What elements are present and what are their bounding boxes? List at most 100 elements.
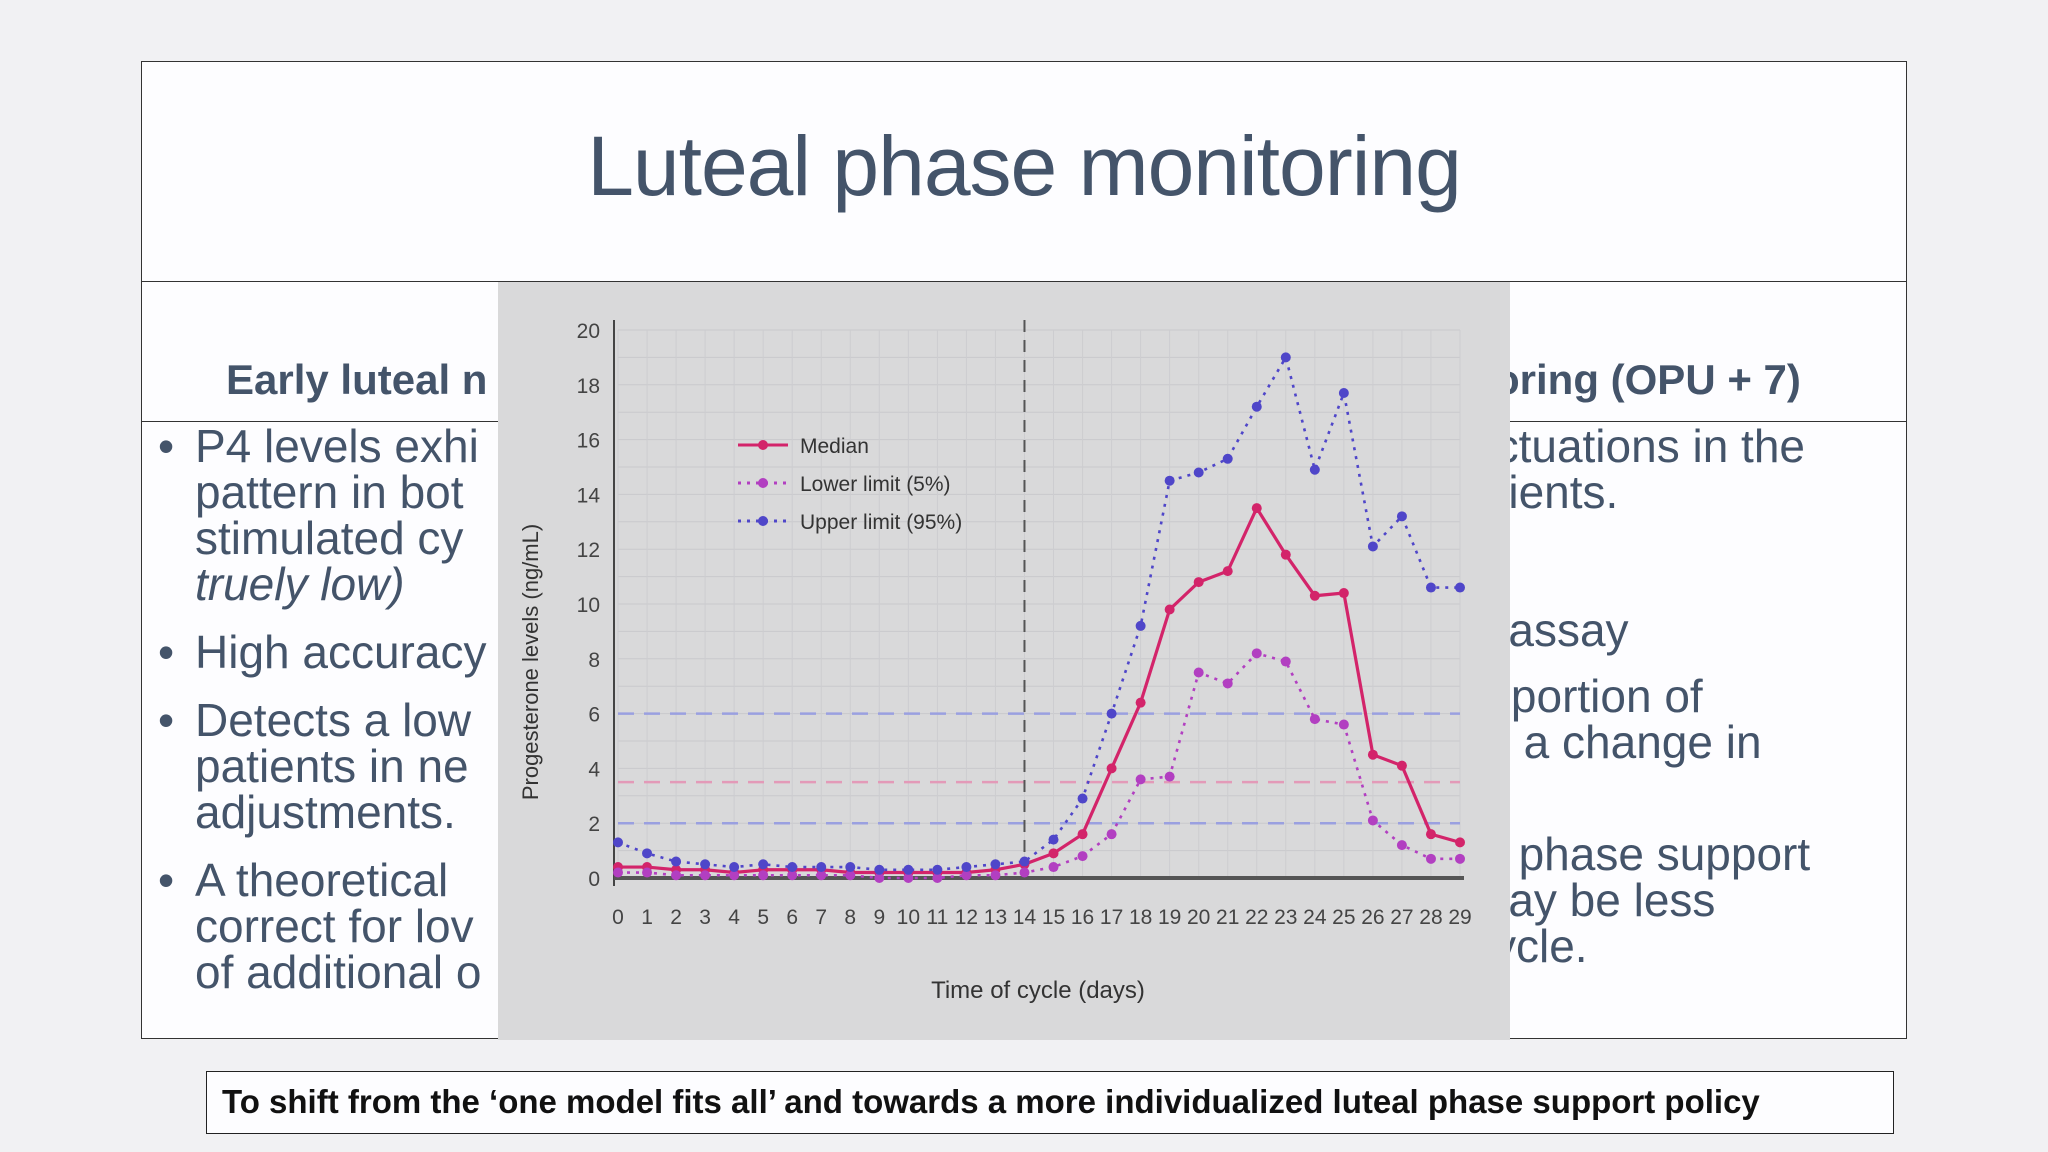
chart-panel: 0 2 4 6 8 10 12 14 16 18 20 0 1 2 3 4 5 6 7 8 9 10 11 12 13 14 15 1… [498,282,1510,1040]
x-tick-label: 2 [670,906,682,929]
data-point [1280,352,1291,363]
bullet-line: A theoretical [195,854,449,906]
right-line: uctuations in the [1470,420,1806,472]
data-point [1367,749,1378,760]
bullet-line: truely low) [195,558,405,610]
x-axis-label: Time of cycle (days) [931,977,1145,1004]
y-tick-label: 2 [588,813,600,836]
data-point [1222,566,1233,577]
data-point [1251,648,1262,659]
data-point [816,870,827,881]
data-point [1396,760,1407,771]
data-point [1135,697,1146,708]
data-point [1396,840,1407,851]
bullet-item: P4 levels exhi pattern in bot stimulated… [150,423,510,607]
y-axis-label: Progesterone levels (ng/mL) [518,524,543,800]
x-tick-label: 27 [1390,906,1413,929]
data-point [1280,549,1291,560]
data-point [729,862,740,873]
y-tick-label: 12 [577,539,600,562]
data-point [758,870,769,881]
bullet-line: pattern in bot [195,466,464,518]
data-point [1164,475,1175,486]
x-tick-label: 20 [1187,906,1210,929]
right-line: 4 assay [1470,604,1629,656]
data-point [1077,851,1088,862]
x-tick-label: 17 [1100,906,1123,929]
left-bullet-list: P4 levels exhi pattern in bot stimulated… [150,423,510,1017]
x-tick-label: 19 [1158,906,1181,929]
x-tick-label: 13 [984,906,1007,929]
data-point [671,870,682,881]
y-tick-label: 14 [577,484,601,507]
data-point [1106,708,1117,719]
legend-swatch-dot [758,478,768,488]
data-point [816,862,827,873]
x-tick-label: 6 [786,906,798,929]
data-point [1019,867,1030,878]
data-point [1019,856,1030,867]
data-point [1222,678,1233,689]
data-point [1135,620,1146,631]
data-point [932,873,943,883]
data-point [1338,388,1349,399]
x-tick-label: 26 [1361,906,1384,929]
data-point [1309,714,1320,725]
data-point [1077,829,1088,840]
data-point [1309,590,1320,601]
y-tick-label: 0 [588,868,600,891]
y-tick-label: 6 [588,704,600,727]
bullet-line: P4 levels exhi [195,420,479,472]
right-text-block: uctuations in the atients. 4 assay ropor… [1470,423,1810,969]
right-line: roportion of [1470,670,1703,722]
data-point [1222,453,1233,464]
y-tick-label: 18 [577,375,600,398]
chart-grid [617,329,1461,879]
data-point [642,848,653,859]
x-tick-label: 28 [1419,906,1442,929]
x-tick-label: 14 [1013,906,1037,929]
legend-label: Upper limit (95%) [800,511,962,534]
bullet-item: Detects a low patients in ne adjustments… [150,697,510,835]
x-tick-label: 10 [897,906,920,929]
data-point [903,864,914,875]
data-point [1425,829,1436,840]
right-column-heading: oring (OPU + 7) [1494,356,1801,403]
data-point [932,864,943,875]
right-line: re a change in [1470,716,1762,768]
slide-title: Luteal phase monitoring [587,119,1462,213]
x-tick-label: 29 [1448,906,1471,929]
x-tick-label: 0 [612,906,624,929]
data-point [1396,511,1407,522]
legend-label: Lower limit (5%) [800,473,951,496]
right-line: cycle. [1470,920,1588,972]
x-tick-label: 11 [926,906,948,929]
data-point [1280,656,1291,667]
chart-legend: Median Lower limit (5%) Upper limit (95%) [738,435,962,534]
x-tick-label: 25 [1332,906,1355,929]
bullet-line: adjustments. [195,786,456,838]
data-point [1338,719,1349,730]
data-point [1425,853,1436,864]
data-point [1455,582,1465,593]
data-point [1338,588,1349,599]
data-point [700,859,711,870]
bullet-line: correct for lov [195,900,474,952]
x-tick-label: 12 [955,906,978,929]
data-point [990,870,1001,881]
policy-banner: To shift from the ‘one model fits all’ a… [206,1071,1894,1134]
x-tick-label: 8 [844,906,856,929]
x-tick-label: 18 [1129,906,1152,929]
legend-swatch-dot [758,516,768,526]
x-tick-label: 9 [873,906,885,929]
data-point [1367,541,1378,552]
y-tick-label: 8 [588,649,600,672]
x-tick-label: 24 [1303,906,1327,929]
data-point [874,873,885,883]
data-point [1164,604,1175,615]
data-point [1048,862,1059,873]
right-line: atients. [1470,466,1619,518]
bullet-item: A theoretical correct for lov of additio… [150,857,510,995]
x-tick-label: 22 [1245,906,1268,929]
